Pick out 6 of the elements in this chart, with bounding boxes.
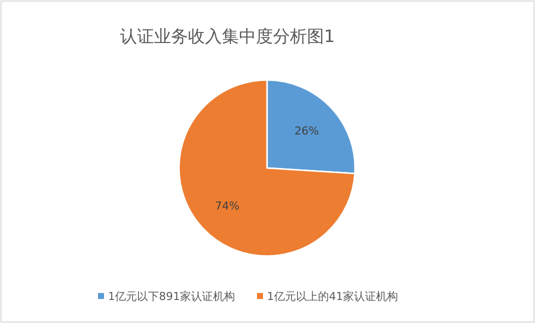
data-label: 26% [294,124,319,138]
legend-label: 1亿元以下891家认证机构 [108,290,235,303]
data-label: 74% [215,199,240,212]
legend-label: 1亿元以上的41家认证机构 [267,290,398,303]
pie-slice [178,79,356,257]
chart-title: 认证业务收入集中度分析图1 [120,27,335,47]
